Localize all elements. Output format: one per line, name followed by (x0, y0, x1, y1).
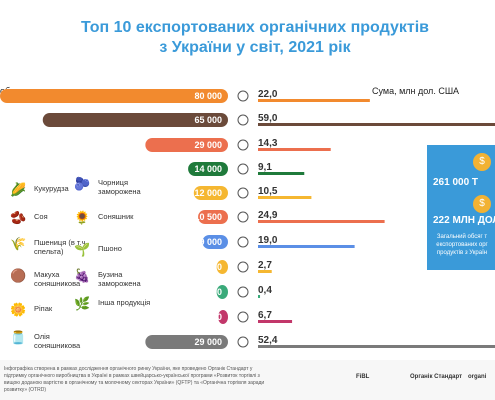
amount-value-label: 2,7 (258, 260, 272, 271)
fibl-logo: FiBL (356, 374, 370, 380)
oil-icon: 🫙 (10, 330, 27, 345)
product-icon (237, 286, 249, 298)
amount-bar (258, 172, 305, 175)
product-icon (237, 163, 249, 175)
amount-value-label: 6,7 (258, 310, 272, 321)
amount-bar (258, 245, 355, 248)
amount-bar (258, 270, 272, 273)
volume-value-label: 4 000 (199, 287, 222, 297)
amount-bar (258, 320, 293, 323)
volume-value-label: 14 000 (194, 164, 222, 174)
amount-value-label: 22,0 (258, 89, 278, 100)
elderberry-icon: 🍇 (74, 268, 91, 283)
legend-item-label: Ріпак (34, 304, 53, 313)
rapeseed-icon: 🌼 (10, 302, 27, 317)
volume-bar (216, 260, 228, 274)
money-bag-icon: $ (473, 153, 491, 171)
volume-bar (145, 138, 228, 152)
product-icon (237, 187, 249, 199)
amount-bar (258, 196, 312, 199)
amount-bar (258, 123, 495, 126)
cake-icon: 🟤 (10, 268, 27, 283)
volume-bar (218, 310, 228, 324)
organic-standard-logo: Органік Стандарт (410, 374, 463, 380)
soy-icon: 🫘 (10, 210, 27, 225)
volume-value-label: 80 000 (194, 91, 222, 101)
summary-description: Загальний обсяг т експортованих орг прод… (436, 234, 488, 256)
product-icon (237, 236, 249, 248)
amount-bar (258, 220, 385, 223)
footer-note: Інфографіка створена в рамках дослідженн… (4, 366, 265, 393)
volume-bar (0, 89, 228, 103)
product-icon (237, 261, 249, 273)
amount-value-label: 19,0 (258, 235, 278, 246)
summary-box: $ 261 000 Т $ 222 МЛН ДОЛ Загальний обся… (427, 145, 495, 270)
amount-bar (258, 99, 370, 102)
product-icon (237, 336, 249, 348)
amount-bar (258, 295, 261, 298)
volume-bar (188, 162, 228, 176)
product-icon (237, 90, 249, 102)
volume-value-label: 29 000 (194, 140, 222, 150)
volume-bar (42, 113, 228, 127)
corn-icon: 🌽 (10, 182, 27, 197)
volume-value-label: 29 000 (194, 337, 222, 347)
amount-value-label: 59,0 (258, 113, 278, 124)
wheat-icon: 🌾 (10, 236, 27, 251)
amount-value-label: 52,4 (258, 335, 278, 346)
legend-item-label: Бузина заморожена (98, 270, 141, 288)
volume-value-label: 4 000 (199, 262, 222, 272)
legend-item-label: Кукурудза (34, 184, 69, 193)
blueberry-icon: 🫐 (74, 176, 91, 191)
amount-value-label: 10,5 (258, 186, 278, 197)
amount-value-label: 14,3 (258, 138, 278, 149)
amount-value-label: 0,4 (258, 285, 272, 296)
chart-area: 80 000 22,0 65 000 59,0 29 000 14,3 14 000 9,1 1… (0, 89, 495, 349)
footer: Інфографіка створена в рамках дослідженн… (0, 360, 495, 400)
volume-bar (202, 235, 228, 249)
volume-bar (216, 285, 228, 299)
legend-item-label: Макуха соняшникова (34, 270, 81, 288)
amount-bar (258, 148, 331, 151)
volume-bar (193, 186, 228, 200)
volume-value-label: 65 000 (194, 115, 222, 125)
legend-item-label: Соя (34, 212, 48, 221)
total-tons: 261 000 Т (433, 177, 479, 188)
volume-value-label: 9 000 (199, 237, 222, 247)
total-usd: 222 МЛН ДОЛ (433, 215, 495, 226)
volume-value-label: 3 500 (199, 312, 222, 322)
legend-item-label: Пшоно (98, 244, 122, 253)
amount-bar (258, 345, 495, 348)
millet-icon: 🌱 (74, 242, 91, 257)
volume-bar (198, 210, 228, 224)
volume-bar (145, 335, 228, 349)
product-icon (237, 211, 249, 223)
amount-value-label: 24,9 (258, 210, 278, 221)
product-icon (237, 311, 249, 323)
legend-item-label: Інша продукція (98, 298, 151, 307)
product-icon (237, 139, 249, 151)
coins-icon: $ (473, 195, 491, 213)
legend-item-label: Чорниця заморожена (98, 178, 141, 196)
volume-value-label: 10 500 (194, 212, 222, 222)
title-line-1: Топ 10 експортованих органічних продукті… (81, 19, 429, 36)
volume-value-label: 12 000 (194, 188, 222, 198)
organi-logo: organi (468, 374, 487, 380)
title-line-2: з України у світ, 2021 рік (159, 39, 351, 56)
other-icon: 🌿 (74, 296, 91, 311)
amount-value-label: 9,1 (258, 162, 272, 173)
chart-title: Топ 10 експортованих органічних продукті… (60, 18, 450, 58)
legend-item-label: Олія соняшникова (34, 332, 81, 350)
legend-item-label: Пшениця (в т.ч. спельта) (34, 238, 88, 256)
legend-item-label: Соняшник (98, 212, 134, 221)
product-icon (237, 114, 249, 126)
amount-axis-label: Сума, млн дол. США (372, 86, 460, 96)
sunflower-icon: 🌻 (74, 210, 91, 225)
